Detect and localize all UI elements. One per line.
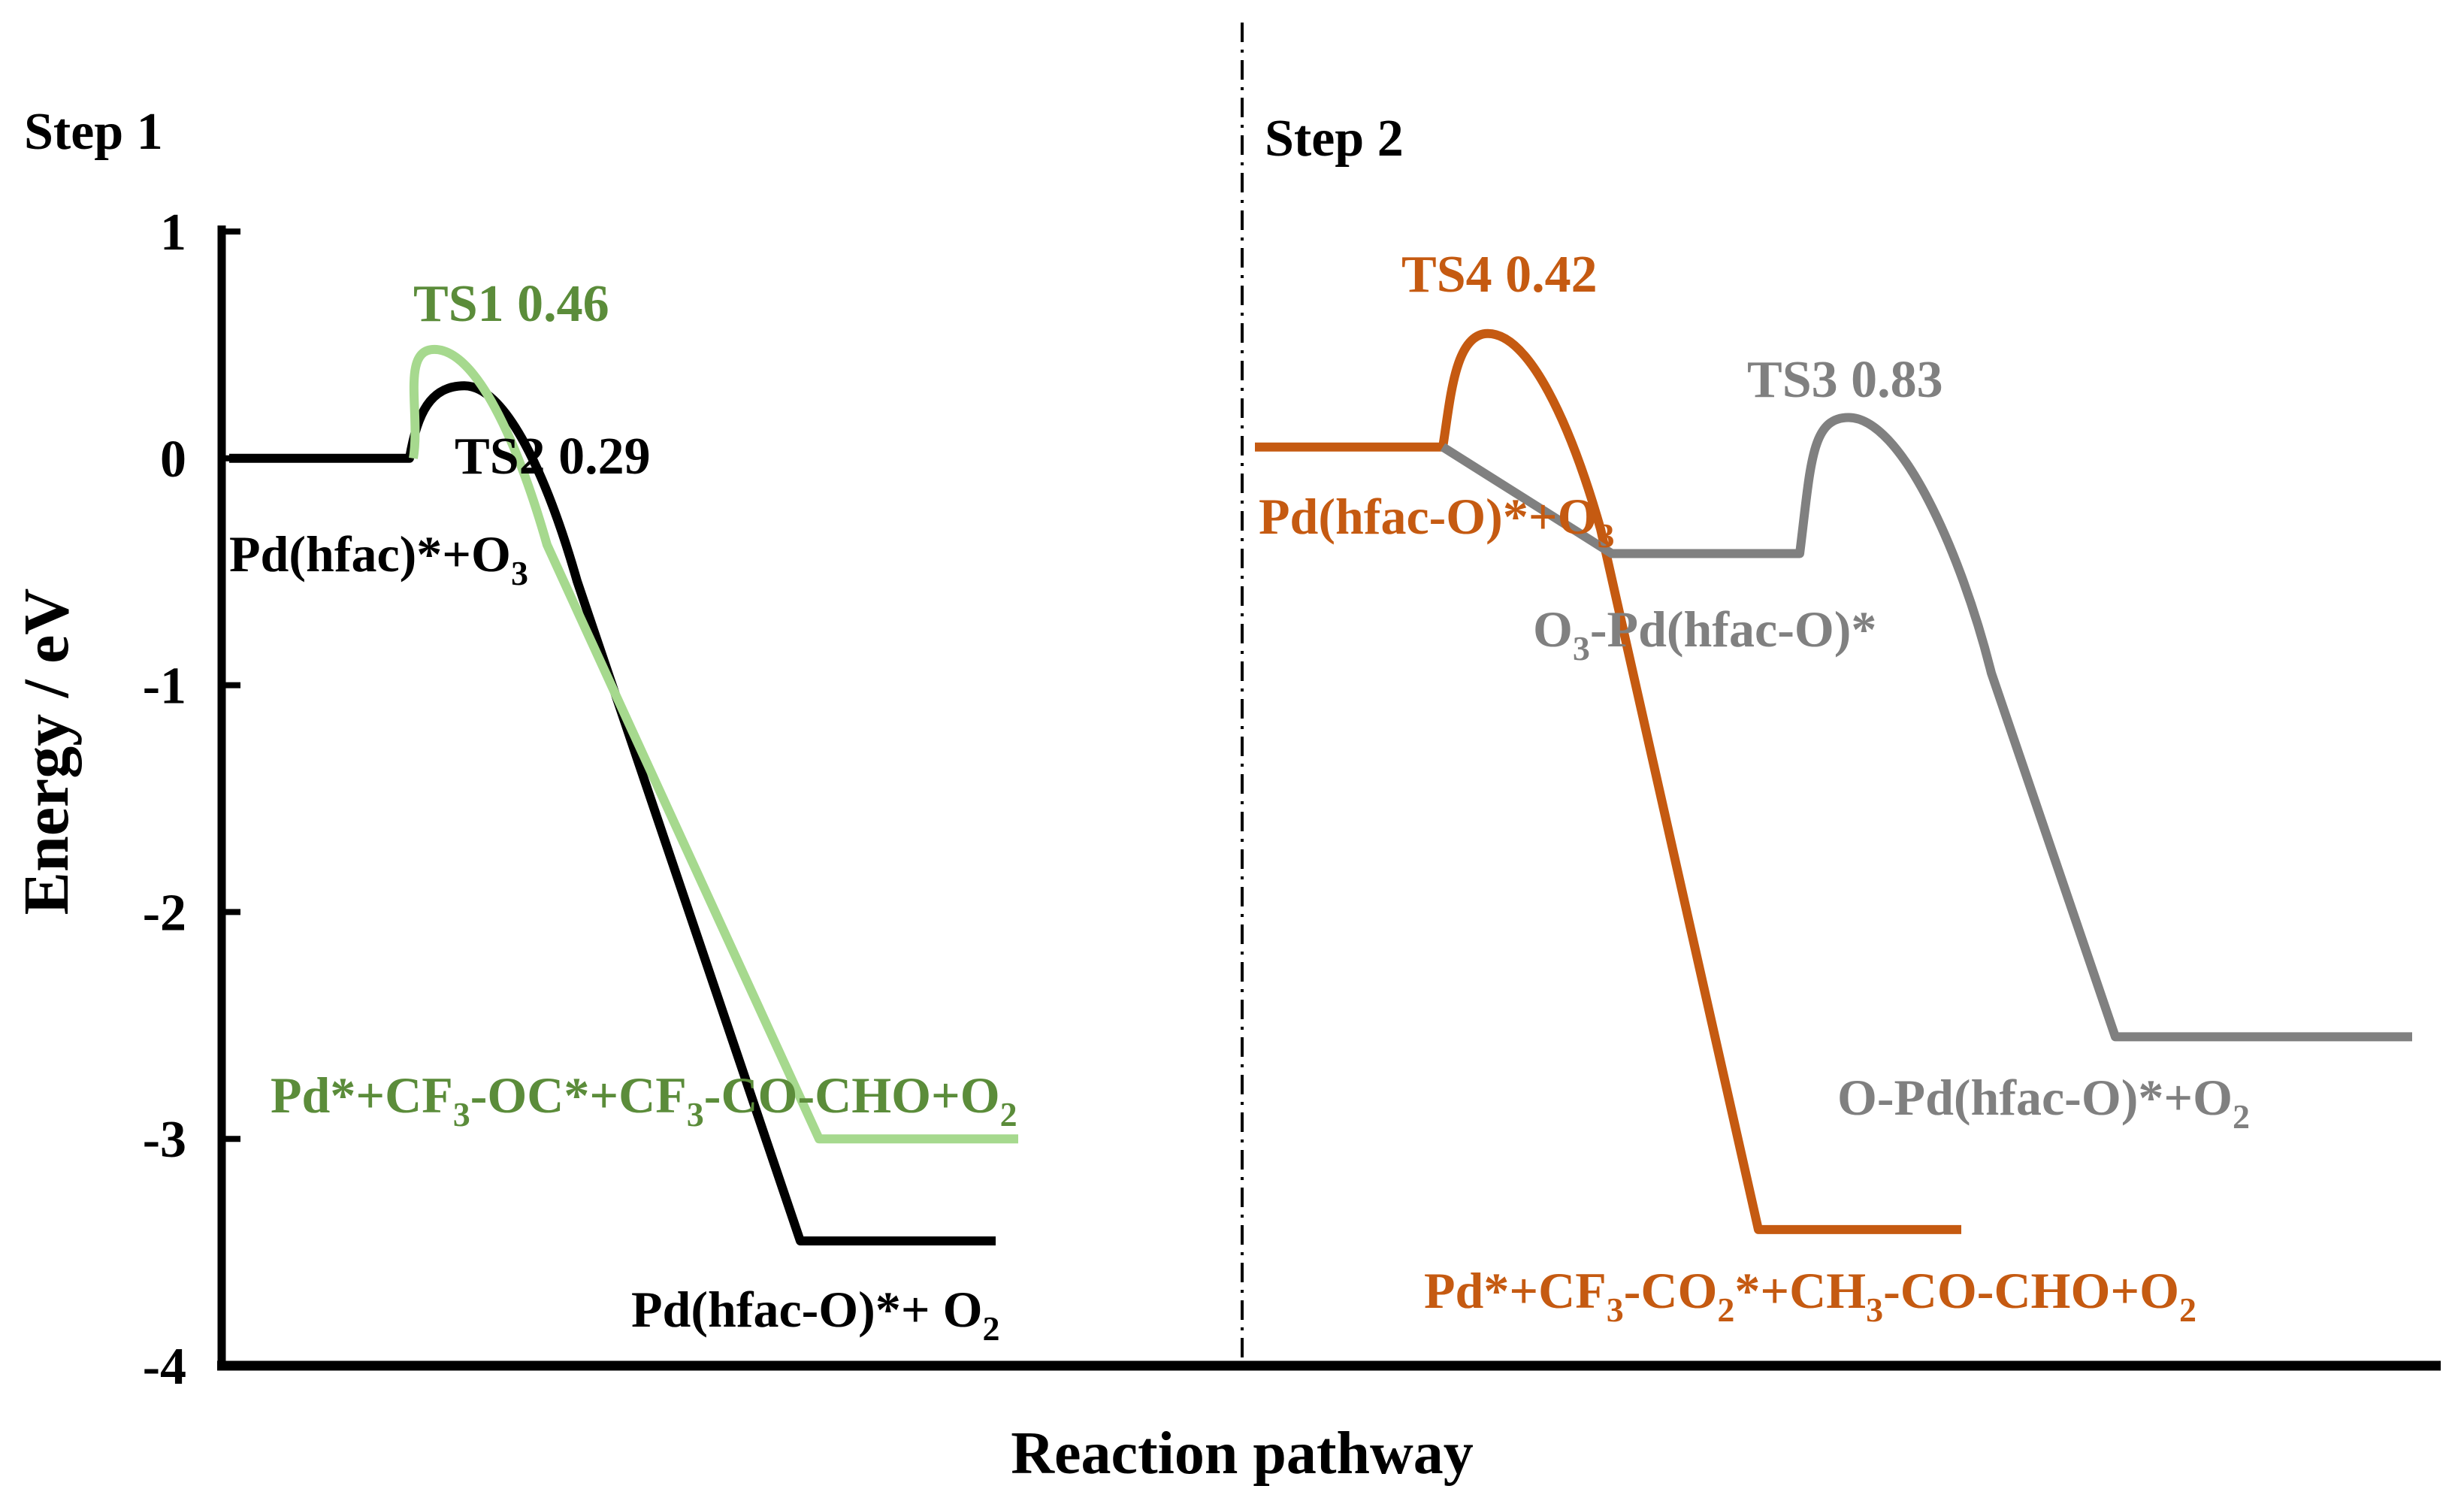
step1-green-product-label: Pd*+CF3-OC*+CF3-CO-CHO+O2 (271, 1067, 1017, 1133)
y-tick-label: -3 (143, 1111, 186, 1169)
s2s-sub: 3 (1597, 516, 1614, 555)
pd-hfac-o3-main: Pd(hfac)*+O (229, 525, 511, 583)
y-tick-label: -2 (143, 884, 186, 942)
pd-hfac-o3-sub: 3 (511, 554, 528, 592)
s1g-a: Pd*+CF (271, 1067, 453, 1124)
s2o-sub3: 3 (1866, 1291, 1883, 1329)
step-1-label: Step 1 (24, 103, 163, 161)
s2o-a: Pd*+CF (1424, 1262, 1607, 1319)
s2i-pre: O (1533, 601, 1573, 658)
x-axis-title: Reaction pathway (1011, 1421, 1474, 1487)
y-tick-label: -4 (143, 1338, 186, 1396)
s1b-sub: 2 (982, 1309, 999, 1348)
ts2-label: TS2 0.29 (455, 428, 651, 486)
series-layer (229, 328, 2412, 1246)
s1g-c: -CO-CHO+O (704, 1067, 1000, 1124)
s2o-c: *+CH (1734, 1262, 1866, 1319)
ts3-label: TS3 0.83 (1747, 351, 1943, 409)
step2-orange-pathway (1255, 328, 1961, 1234)
step2-gray-product-label: O-Pd(hfac-O)*+O2 (1837, 1069, 2250, 1136)
s2o-sub2: 2 (1717, 1291, 1734, 1329)
y-tick-label: 0 (160, 431, 186, 489)
step1-black-product-label: Pd(hfac-O)*+ O2 (631, 1281, 999, 1348)
y-tick-label: 1 (160, 204, 186, 262)
step2-start-label: Pd(hfac-O)*+O3 (1259, 488, 1614, 555)
s2o-d: -CO-CHO+O (1883, 1262, 2179, 1319)
step-2-label: Step 2 (1265, 110, 1404, 168)
s1g-b: -OC*+CF (470, 1067, 687, 1124)
s2i-rest: -Pd(hfac-O)* (1590, 601, 1876, 658)
pd-hfac-o3-label: Pd(hfac)*+O3 (229, 525, 528, 592)
y-axis-title: Energy / eV (10, 589, 82, 915)
s2i-sub: 3 (1573, 629, 1590, 667)
y-tick-label: -1 (143, 658, 186, 716)
s2s-a: Pd(hfac-O)*+O (1259, 488, 1597, 545)
step2-orange-product-label: Pd*+CF3-CO2*+CH3-CO-CHO+O2 (1424, 1262, 2196, 1329)
step2-intermediate-label: O3-Pd(hfac-O)* (1533, 601, 1876, 667)
s1g-sub1: 3 (453, 1095, 470, 1133)
s2o-b: -CO (1624, 1262, 1718, 1319)
s2g-sub: 2 (2233, 1097, 2250, 1136)
s2o-sub4: 2 (2179, 1291, 2196, 1329)
s1g-sub2: 3 (687, 1095, 704, 1133)
ts1-label: TS1 0.46 (413, 275, 609, 333)
s2g-a: O-Pd(hfac-O)*+O (1837, 1069, 2233, 1126)
y-ticks: 1 0 -1 -2 -3 -4 (143, 204, 240, 1396)
s2o-sub1: 3 (1607, 1291, 1624, 1329)
step1-green-pathway (409, 344, 1018, 1144)
ts4-label: TS4 0.42 (1401, 246, 1598, 304)
step2-gray-pathway (1440, 413, 2412, 1042)
s1b-a: Pd(hfac-O)*+ O (631, 1281, 982, 1338)
s1g-sub3: 2 (1000, 1095, 1017, 1133)
